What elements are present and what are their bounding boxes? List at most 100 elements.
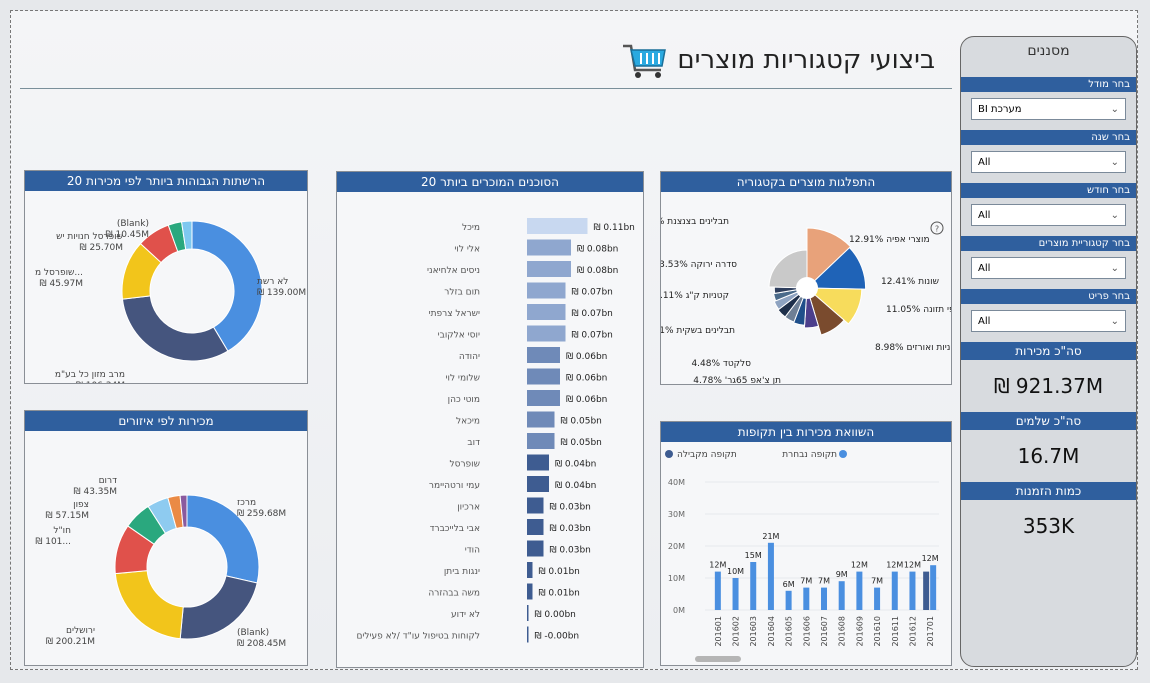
category-label: סדרה ירוקה 3.53% xyxy=(661,260,737,270)
slice-label: שופרסל חנויות יש xyxy=(56,232,123,242)
agent-name-label: לא ידוע xyxy=(451,610,480,620)
regions-panel-title: מכירות לפי איזורים xyxy=(25,411,307,431)
kpi-value: 353K xyxy=(1022,514,1075,538)
x-tick-label: 201601 xyxy=(714,616,723,647)
agent-value-label: ₪ 0.07bn xyxy=(572,331,613,341)
x-tick-label: 201610 xyxy=(873,616,882,647)
period-panel-title: השוואת מכירות בין תקופות xyxy=(661,422,951,442)
x-tick-label: 201609 xyxy=(855,616,864,647)
agent-name-label: ניסים אלחיאני xyxy=(427,266,480,276)
x-tick-label: 201604 xyxy=(767,616,776,647)
x-tick-label: 201612 xyxy=(908,616,917,647)
agent-bar xyxy=(527,497,544,514)
chains-panel: הרשתות הגבוהות ביותר לפי מכירות 20 לא רש… xyxy=(24,170,308,391)
period-bar xyxy=(803,587,810,610)
agent-value-label: ₪ 0.08bn xyxy=(577,266,618,276)
page-title-text: ביצועי קטגוריות מוצרים xyxy=(677,45,935,75)
bar-value-label: 10M xyxy=(727,567,744,576)
kpi-value: 16.7M xyxy=(1017,444,1080,468)
category-panel: התפלגות מוצרים בקטגוריה ? מוצרי אפיה 12.9… xyxy=(636,171,969,394)
slice-value-label: ₪ 57.15M xyxy=(46,511,89,521)
slice-value-label: ₪ 25.70M xyxy=(80,243,123,253)
kpi-value: ₪ 921.37M xyxy=(993,374,1104,398)
agent-value-label: ₪ 0.05bn xyxy=(561,438,602,448)
agent-name-label: הודי xyxy=(465,546,480,556)
chevron-down-icon: ⌄ xyxy=(1110,103,1119,115)
item-dropdown[interactable]: All ⌄ xyxy=(971,310,1126,332)
slice-label: דרום xyxy=(99,476,118,486)
bar-value-label: 12M xyxy=(922,554,939,563)
slice-value-label: ₪ 200.21M xyxy=(46,637,95,647)
agent-name-label: מיכאל xyxy=(456,417,480,427)
slice-label: שופרסל מ... xyxy=(35,268,83,278)
agent-bar xyxy=(527,239,571,256)
filter-item: בחר פריט All ⌄ xyxy=(961,289,1136,332)
filter-label: בחר מודל xyxy=(961,77,1136,92)
filters-sidebar: מסננים בחר מודל BI מערכת ⌄ בחר שנה All ⌄… xyxy=(960,36,1137,667)
agent-name-label: ישראל צרפתי xyxy=(429,309,480,319)
y-tick-label: 20M xyxy=(668,542,685,551)
slice-value-label: ₪ 43.35M xyxy=(74,487,117,497)
filter-label: בחר פריט xyxy=(961,289,1136,304)
agent-bar xyxy=(527,261,571,277)
agent-value-label: ₪ 0.07bn xyxy=(572,309,613,319)
agent-bar xyxy=(527,519,544,535)
agent-name-label: לקוחות בטיפול עו"ד /לא פעילים xyxy=(356,632,480,642)
chevron-down-icon: ⌄ xyxy=(1110,262,1119,274)
legend-marker xyxy=(665,450,673,458)
category-label: סלקטד 4.48% xyxy=(691,359,751,369)
category-panel-title: התפלגות מוצרים בקטגוריה xyxy=(661,172,951,192)
year-dropdown[interactable]: All ⌄ xyxy=(971,151,1126,173)
agent-value-label: ₪ 0.03bn xyxy=(550,503,591,513)
agent-name-label: יוסי אלקובי xyxy=(438,331,480,341)
page-title: ביצועי קטגוריות מוצרים xyxy=(621,40,935,80)
agent-name-label: שלומי לוי xyxy=(445,374,480,384)
dropdown-value: All xyxy=(978,209,991,221)
category-label: תבלינים בשקית 4.41% xyxy=(661,326,735,336)
period-bar xyxy=(785,590,792,610)
period-bar xyxy=(767,542,774,610)
slice-value-label: ₪ 45.97M xyxy=(40,279,83,289)
agents-panel-title: הסוכנים המוכרים ביותר 20 xyxy=(337,172,643,192)
x-tick-label: 201602 xyxy=(732,616,741,647)
x-tick-label: 201608 xyxy=(838,616,847,647)
bar-value-label: 7M xyxy=(800,577,812,586)
slice-label: מרכז xyxy=(237,498,256,508)
bar-value-label: 21M xyxy=(762,532,779,541)
month-dropdown[interactable]: All ⌄ xyxy=(971,204,1126,226)
agent-value-label: ₪ 0.01bn xyxy=(539,567,580,577)
x-tick-label: 201701 xyxy=(926,616,935,647)
period-bar xyxy=(874,587,881,610)
legend-label: תקופה נבחרת xyxy=(782,450,837,460)
agent-bar xyxy=(527,304,566,320)
x-tick-label: 201606 xyxy=(802,616,811,647)
agent-value-label: ₪ 0.00bn xyxy=(535,610,576,620)
filter-label: בחר שנה xyxy=(961,130,1136,145)
category-label: תן צ'אפ 65גר' 4.78% xyxy=(693,376,781,384)
agent-name-label: מוטי כהן xyxy=(448,395,480,405)
agent-bar xyxy=(527,368,560,385)
shopping-cart-icon xyxy=(623,44,667,78)
slice-value-label: ₪ 101... xyxy=(35,537,71,547)
donut-slice xyxy=(191,220,263,352)
bar-value-label: 12M xyxy=(851,561,868,570)
category-dropdown[interactable]: All ⌄ xyxy=(971,257,1126,279)
slice-value-label: ₪ 139.00M xyxy=(257,288,306,298)
filter-year: בחר שנה All ⌄ xyxy=(961,130,1136,173)
legend-marker xyxy=(839,450,847,458)
agent-name-label: ינגות ביתן xyxy=(444,567,480,577)
agent-bar xyxy=(527,282,566,299)
agent-bar xyxy=(527,325,566,342)
agent-bar xyxy=(527,218,588,234)
slice-label: (Blank) xyxy=(237,628,269,638)
horizontal-scrollbar[interactable] xyxy=(695,656,741,662)
agent-bar xyxy=(527,476,549,492)
agent-name-label: שופרסל xyxy=(450,460,481,470)
slice-label: (Blank) xyxy=(117,219,149,229)
category-pie-chart: ? מוצרי אפיה 12.91% שונות 12.41% תוספי תזונ… xyxy=(636,217,969,394)
agent-value-label: ₪ 0.04bn xyxy=(555,460,596,470)
agent-value-label: ₪ 0.01bn xyxy=(539,589,580,599)
model-dropdown[interactable]: BI מערכת ⌄ xyxy=(971,98,1126,120)
x-tick-label: 201605 xyxy=(785,616,794,647)
period-bar xyxy=(856,571,863,610)
